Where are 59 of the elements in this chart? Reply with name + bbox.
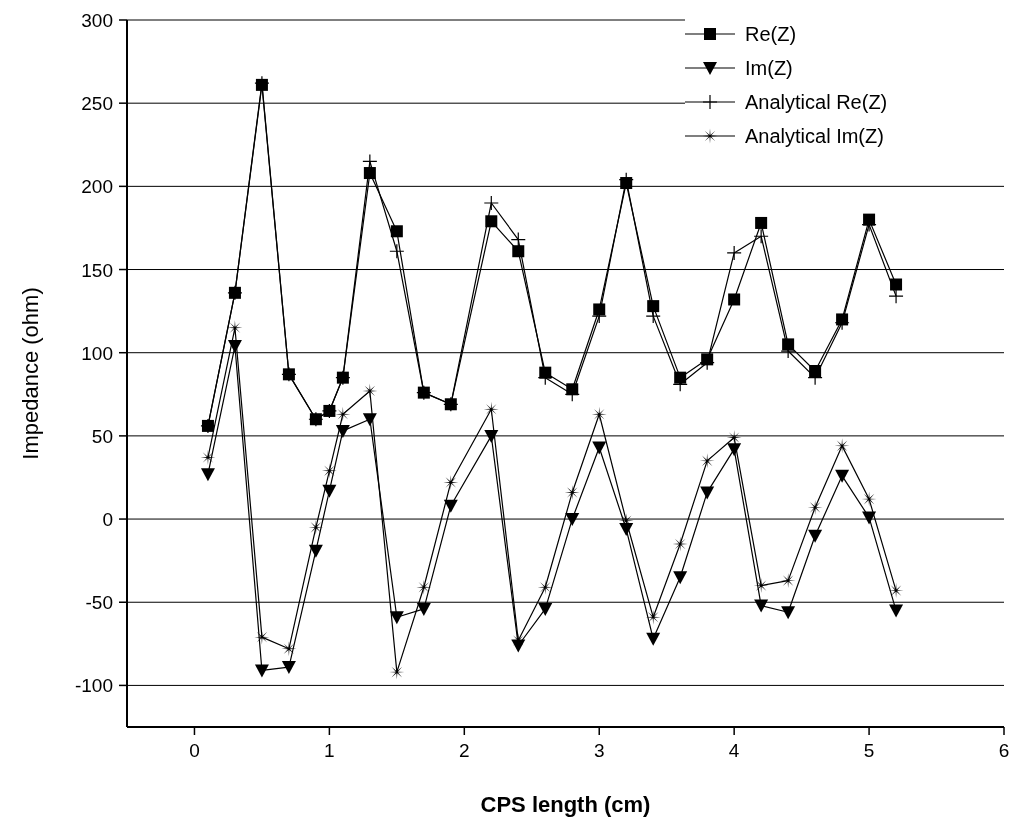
x-axis-title: CPS length (cm)	[480, 792, 651, 817]
point	[646, 632, 661, 646]
point	[443, 499, 458, 513]
y-tick-label: -100	[74, 675, 113, 697]
y-axis-title: Impedance (ohm)	[18, 287, 43, 460]
point	[889, 604, 904, 618]
legend-label: Re(Z)	[745, 23, 797, 45]
point	[726, 245, 742, 261]
point	[753, 228, 769, 244]
point	[389, 243, 405, 259]
y-tick-label: 300	[81, 10, 113, 31]
point	[808, 529, 823, 543]
point	[862, 511, 877, 525]
x-tick-label: 1	[324, 740, 335, 761]
point	[483, 195, 499, 211]
point	[483, 401, 499, 417]
y-tick-label: 250	[81, 93, 113, 115]
y-tick-label: 100	[81, 342, 113, 364]
x-tick-label: 6	[998, 740, 1010, 761]
point	[565, 513, 580, 527]
point	[281, 661, 296, 675]
legend-label: Im(Z)	[745, 57, 793, 79]
point	[728, 293, 741, 306]
legend-label: Analytical Re(Z)	[745, 91, 888, 113]
point	[673, 571, 688, 585]
y-tick-label: 50	[91, 425, 113, 447]
point	[754, 599, 769, 613]
point	[781, 606, 796, 620]
point	[835, 469, 850, 483]
x-tick-label: 3	[593, 740, 605, 761]
x-tick-label: 0	[189, 740, 200, 761]
point	[335, 424, 350, 438]
y-tick-label: 0	[102, 509, 113, 531]
point	[755, 216, 768, 229]
point	[510, 633, 526, 648]
point	[538, 602, 553, 616]
point	[700, 486, 715, 500]
point	[592, 441, 607, 455]
x-tick-label: 2	[459, 740, 470, 761]
point	[362, 413, 377, 427]
point	[416, 602, 431, 616]
point	[645, 609, 661, 625]
point	[888, 288, 904, 304]
y-tick-label: -50	[85, 592, 113, 614]
point	[727, 443, 742, 457]
point	[416, 579, 432, 595]
y-tick-label: 150	[81, 259, 113, 281]
point	[200, 468, 215, 482]
y-tick-label: 200	[81, 176, 113, 198]
x-tick-label: 4	[728, 740, 740, 761]
x-tick-label: 5	[863, 740, 875, 761]
point	[510, 231, 526, 248]
point	[390, 225, 403, 238]
legend-label: Analytical Im(Z)	[745, 125, 884, 147]
point	[362, 153, 378, 169]
point	[254, 664, 269, 678]
point	[537, 579, 553, 595]
point	[591, 406, 607, 422]
point	[389, 611, 404, 625]
